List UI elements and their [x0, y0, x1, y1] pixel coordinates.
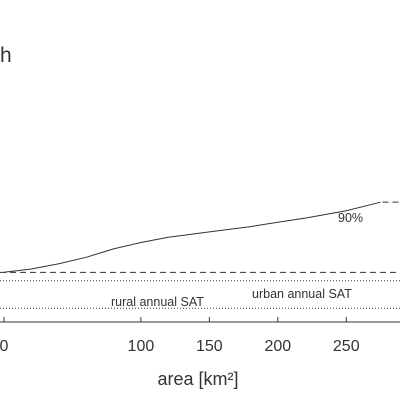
x-tick-label-0: 0 [0, 338, 9, 355]
series-line-0 [3, 201, 381, 273]
x-axis-label: area [km²] [157, 369, 238, 389]
reference-label-3: rural annual SAT [111, 295, 204, 309]
series-layer [3, 201, 381, 273]
x-tick-label-1: 100 [128, 338, 155, 355]
reference-label-0: 90% [338, 211, 363, 225]
x-tick-label-3: 200 [264, 338, 291, 355]
x-tick-label-4: 250 [333, 338, 360, 355]
x-ticks: 0 100 150 200 250 [0, 317, 360, 355]
x-tick-label-2: 150 [196, 338, 223, 355]
reference-lines: 90% urban annual SAT rural annual SAT [0, 201, 400, 309]
reference-label-1: urban annual SAT [252, 287, 352, 301]
panel-letter: h [0, 44, 12, 67]
